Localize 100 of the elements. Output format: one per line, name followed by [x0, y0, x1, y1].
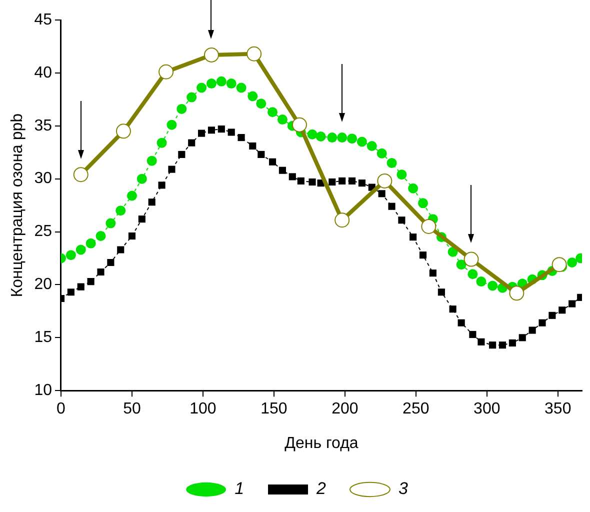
point: [568, 300, 576, 308]
point: [508, 339, 516, 346]
point: [366, 141, 377, 152]
point: [158, 64, 174, 80]
point: [489, 342, 496, 349]
point: [258, 150, 265, 158]
point: [449, 306, 456, 313]
point: [334, 212, 350, 228]
point: [418, 198, 428, 208]
point: [166, 120, 177, 130]
legend-label: 1: [234, 479, 244, 498]
x-tick-label: 200: [332, 400, 358, 418]
legend-label: 2: [316, 479, 327, 498]
point: [148, 198, 156, 206]
point: [268, 107, 278, 118]
y-tick-label: 10: [34, 382, 52, 400]
y-tick-label: 25: [34, 223, 52, 240]
point: [206, 78, 216, 89]
point: [456, 260, 466, 270]
point: [146, 156, 157, 166]
point: [97, 268, 104, 276]
x-tick-label: 250: [402, 400, 430, 418]
point: [356, 136, 367, 147]
point: [204, 47, 219, 62]
point: [419, 252, 427, 259]
point: [66, 250, 76, 260]
x-tick-label: 300: [474, 400, 500, 418]
point: [236, 82, 246, 93]
point: [256, 98, 266, 109]
point: [476, 276, 486, 287]
point: [107, 258, 114, 266]
point: [337, 132, 348, 143]
point: [268, 158, 276, 166]
point: [136, 174, 147, 184]
point: [186, 92, 197, 102]
point: [228, 128, 235, 136]
point: [307, 129, 318, 140]
point: [388, 202, 396, 210]
point: [246, 46, 262, 62]
point: [538, 319, 546, 326]
point: [86, 238, 96, 248]
point: [218, 126, 225, 133]
y-tick-label: 40: [34, 64, 52, 82]
point: [429, 270, 436, 277]
point: [116, 206, 126, 216]
point: [398, 216, 406, 224]
point: [348, 177, 356, 184]
point: [73, 167, 88, 182]
point: [278, 166, 286, 174]
point: [358, 180, 366, 187]
point: [498, 342, 506, 349]
y-axis-title: Концентрация озона ppb: [9, 113, 26, 298]
point: [488, 280, 498, 291]
x-tick-label: 350: [544, 400, 572, 418]
point: [327, 132, 338, 143]
point: [158, 182, 166, 189]
y-tick-label: 35: [34, 117, 52, 134]
point: [176, 104, 187, 114]
point: [238, 134, 245, 142]
point: [116, 124, 131, 139]
point: [376, 148, 387, 158]
point: [464, 252, 479, 267]
point: [469, 330, 476, 338]
point: [248, 91, 258, 102]
point: [468, 269, 478, 280]
point: [226, 78, 236, 89]
point: [347, 134, 358, 144]
point: [328, 178, 336, 186]
point: [117, 246, 124, 254]
point: [528, 326, 536, 334]
point: [338, 177, 346, 184]
y-tick-label: 20: [34, 276, 52, 294]
x-tick-label: 0: [56, 400, 66, 418]
point: [377, 173, 392, 188]
point: [567, 257, 578, 268]
point: [198, 130, 206, 137]
point: [156, 138, 167, 148]
point: [297, 177, 304, 184]
point: [77, 283, 84, 290]
point: [277, 114, 288, 125]
point: [378, 190, 386, 198]
point: [196, 82, 207, 93]
point: [96, 231, 106, 242]
point: [188, 139, 196, 146]
point: [138, 216, 146, 223]
point: [216, 76, 226, 86]
point: [316, 131, 326, 142]
point: [396, 170, 407, 180]
y-tick-label: 15: [34, 329, 52, 346]
point: [410, 234, 417, 241]
point: [208, 126, 216, 134]
point: [249, 142, 256, 150]
legend-label: 3: [398, 479, 408, 498]
point: [438, 288, 445, 296]
point: [478, 338, 485, 346]
point: [386, 158, 397, 168]
point: [558, 306, 566, 314]
point: [288, 173, 296, 180]
point: [548, 312, 556, 319]
point: [308, 178, 316, 186]
